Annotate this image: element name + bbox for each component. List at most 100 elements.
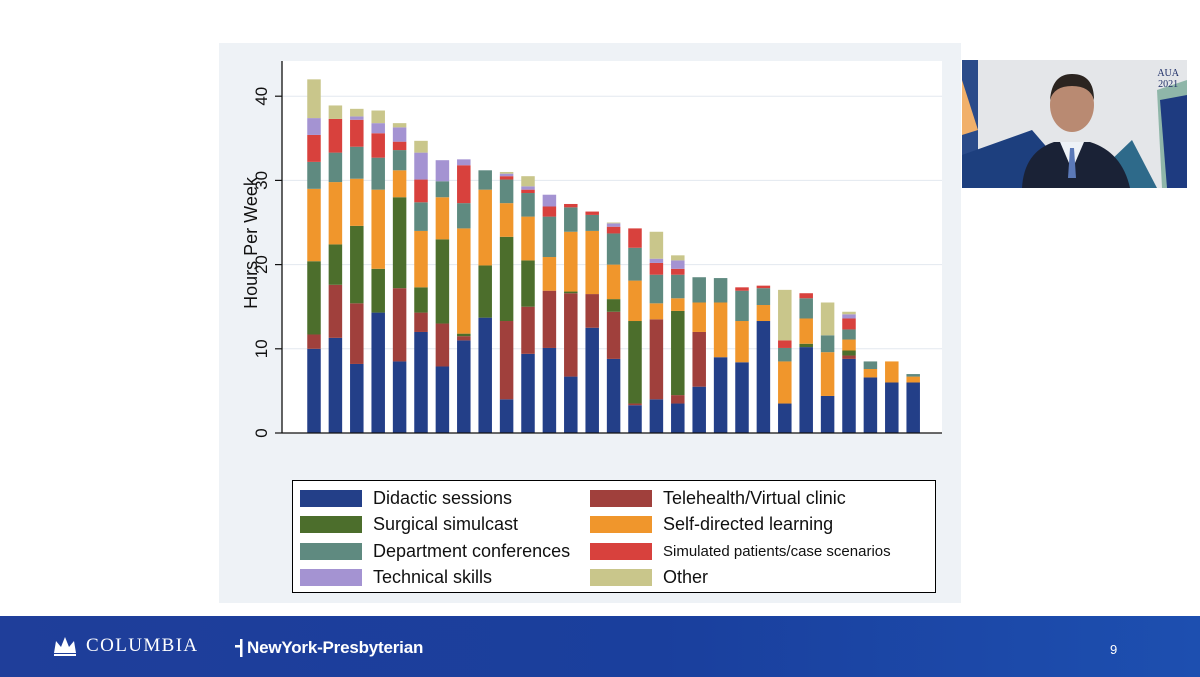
bar-segment <box>649 231 664 259</box>
bar-segment <box>906 376 920 383</box>
bar-segment <box>842 358 856 433</box>
crown-icon <box>54 637 76 656</box>
bar-segment <box>414 140 428 153</box>
legend-swatch <box>590 569 652 586</box>
bars <box>307 79 920 433</box>
bar-segment <box>649 258 664 263</box>
webcam-video-feed <box>962 60 1187 188</box>
bar-segment <box>628 280 642 322</box>
bar-segment <box>371 110 385 124</box>
bar-stack <box>799 293 813 433</box>
legend-item: Self-directed learning <box>590 514 833 536</box>
bar-segment <box>713 302 728 358</box>
bar-segment <box>542 290 557 348</box>
legend-item: Telehealth/Virtual clinic <box>590 487 846 509</box>
bar-segment <box>842 350 856 356</box>
legend-swatch <box>590 516 652 533</box>
bar-segment <box>392 288 407 362</box>
bar-segment <box>671 268 685 275</box>
footer-bar <box>0 616 1200 677</box>
bar-segment <box>521 306 535 354</box>
bar-segment <box>371 123 385 134</box>
bar-segment <box>392 127 407 142</box>
slide: 0 10 20 30 40 Hours Per Week Didactic sessio… <box>219 43 1187 603</box>
bar-segment <box>756 305 771 322</box>
bar-segment <box>585 294 599 328</box>
bar-stack <box>606 222 621 433</box>
bar-stack <box>649 231 664 433</box>
bar-segment <box>371 133 385 158</box>
bar-segment <box>350 108 364 117</box>
bar-segment <box>628 321 642 404</box>
y-tick-label: 10 <box>252 339 271 358</box>
bar-segment <box>649 274 664 304</box>
bar-segment <box>564 231 578 292</box>
bar-stack <box>414 140 428 433</box>
y-axis-label: Hours Per Week <box>241 176 261 309</box>
bar-segment <box>499 179 514 204</box>
bar-segment <box>392 141 407 151</box>
bar-segment <box>499 176 514 180</box>
bar-segment <box>585 327 599 433</box>
legend-label: Simulated patients/case scenarios <box>663 542 891 560</box>
bar-segment <box>542 194 557 207</box>
bar-segment <box>478 170 492 190</box>
bar-segment <box>307 348 321 433</box>
bar-segment <box>328 244 343 285</box>
bar-segment <box>799 347 813 433</box>
bar-segment <box>735 321 749 363</box>
bar-segment <box>692 386 706 433</box>
bar-segment <box>671 395 685 404</box>
bar-segment <box>692 302 706 332</box>
bar-segment <box>885 361 899 383</box>
bar-segment <box>606 311 621 359</box>
legend-swatch <box>300 569 362 586</box>
columbia-logo: COLUMBIA <box>52 635 199 657</box>
bar-stack <box>713 278 728 433</box>
bar-segment <box>350 146 364 179</box>
legend-item: Surgical simulcast <box>300 514 518 536</box>
bar-segment <box>350 303 364 364</box>
y-tick-label: 40 <box>252 87 271 106</box>
bar-segment <box>606 222 621 224</box>
bar-segment <box>628 247 642 281</box>
bar-segment <box>606 358 621 433</box>
bar-stack <box>457 159 471 433</box>
bar-segment <box>542 216 557 258</box>
chart-legend: Didactic sessions Telehealth/Virtual clin… <box>292 480 936 593</box>
bar-segment <box>499 321 514 400</box>
bar-segment <box>564 291 578 294</box>
chart-panel: 0 10 20 30 40 Hours Per Week Didactic sessio… <box>219 43 961 603</box>
bar-segment <box>756 285 771 289</box>
bar-segment <box>756 288 771 306</box>
bar-segment <box>499 203 514 237</box>
bar-segment <box>457 165 471 204</box>
bar-stack <box>906 374 920 433</box>
bar-segment <box>649 303 664 320</box>
bar-segment <box>371 189 385 269</box>
legend-label: Department conferences <box>373 540 571 561</box>
bar-segment <box>392 361 407 433</box>
bar-segment <box>435 181 450 198</box>
bar-segment <box>435 160 450 182</box>
bar-segment <box>799 318 813 344</box>
bar-stack <box>820 302 835 433</box>
bar-segment <box>350 225 364 304</box>
bar-stack <box>863 361 878 433</box>
bar-segment <box>392 197 407 289</box>
bar-segment <box>585 214 599 231</box>
legend-swatch <box>300 542 362 560</box>
bar-segment <box>735 290 749 322</box>
bar-segment <box>628 405 642 433</box>
page-number: 9 <box>1110 642 1118 657</box>
bar-stack <box>735 287 749 433</box>
bar-segment <box>392 123 407 128</box>
bar-segment <box>328 337 343 433</box>
bar-segment <box>457 203 471 229</box>
bar-segment <box>863 361 878 370</box>
bar-segment <box>799 298 813 319</box>
stacked-bar-chart: 0 10 20 30 40 Hours Per Week <box>241 61 942 438</box>
legend-label: Surgical simulcast <box>373 514 519 534</box>
bar-segment <box>414 312 428 332</box>
bar-stack <box>499 171 514 433</box>
